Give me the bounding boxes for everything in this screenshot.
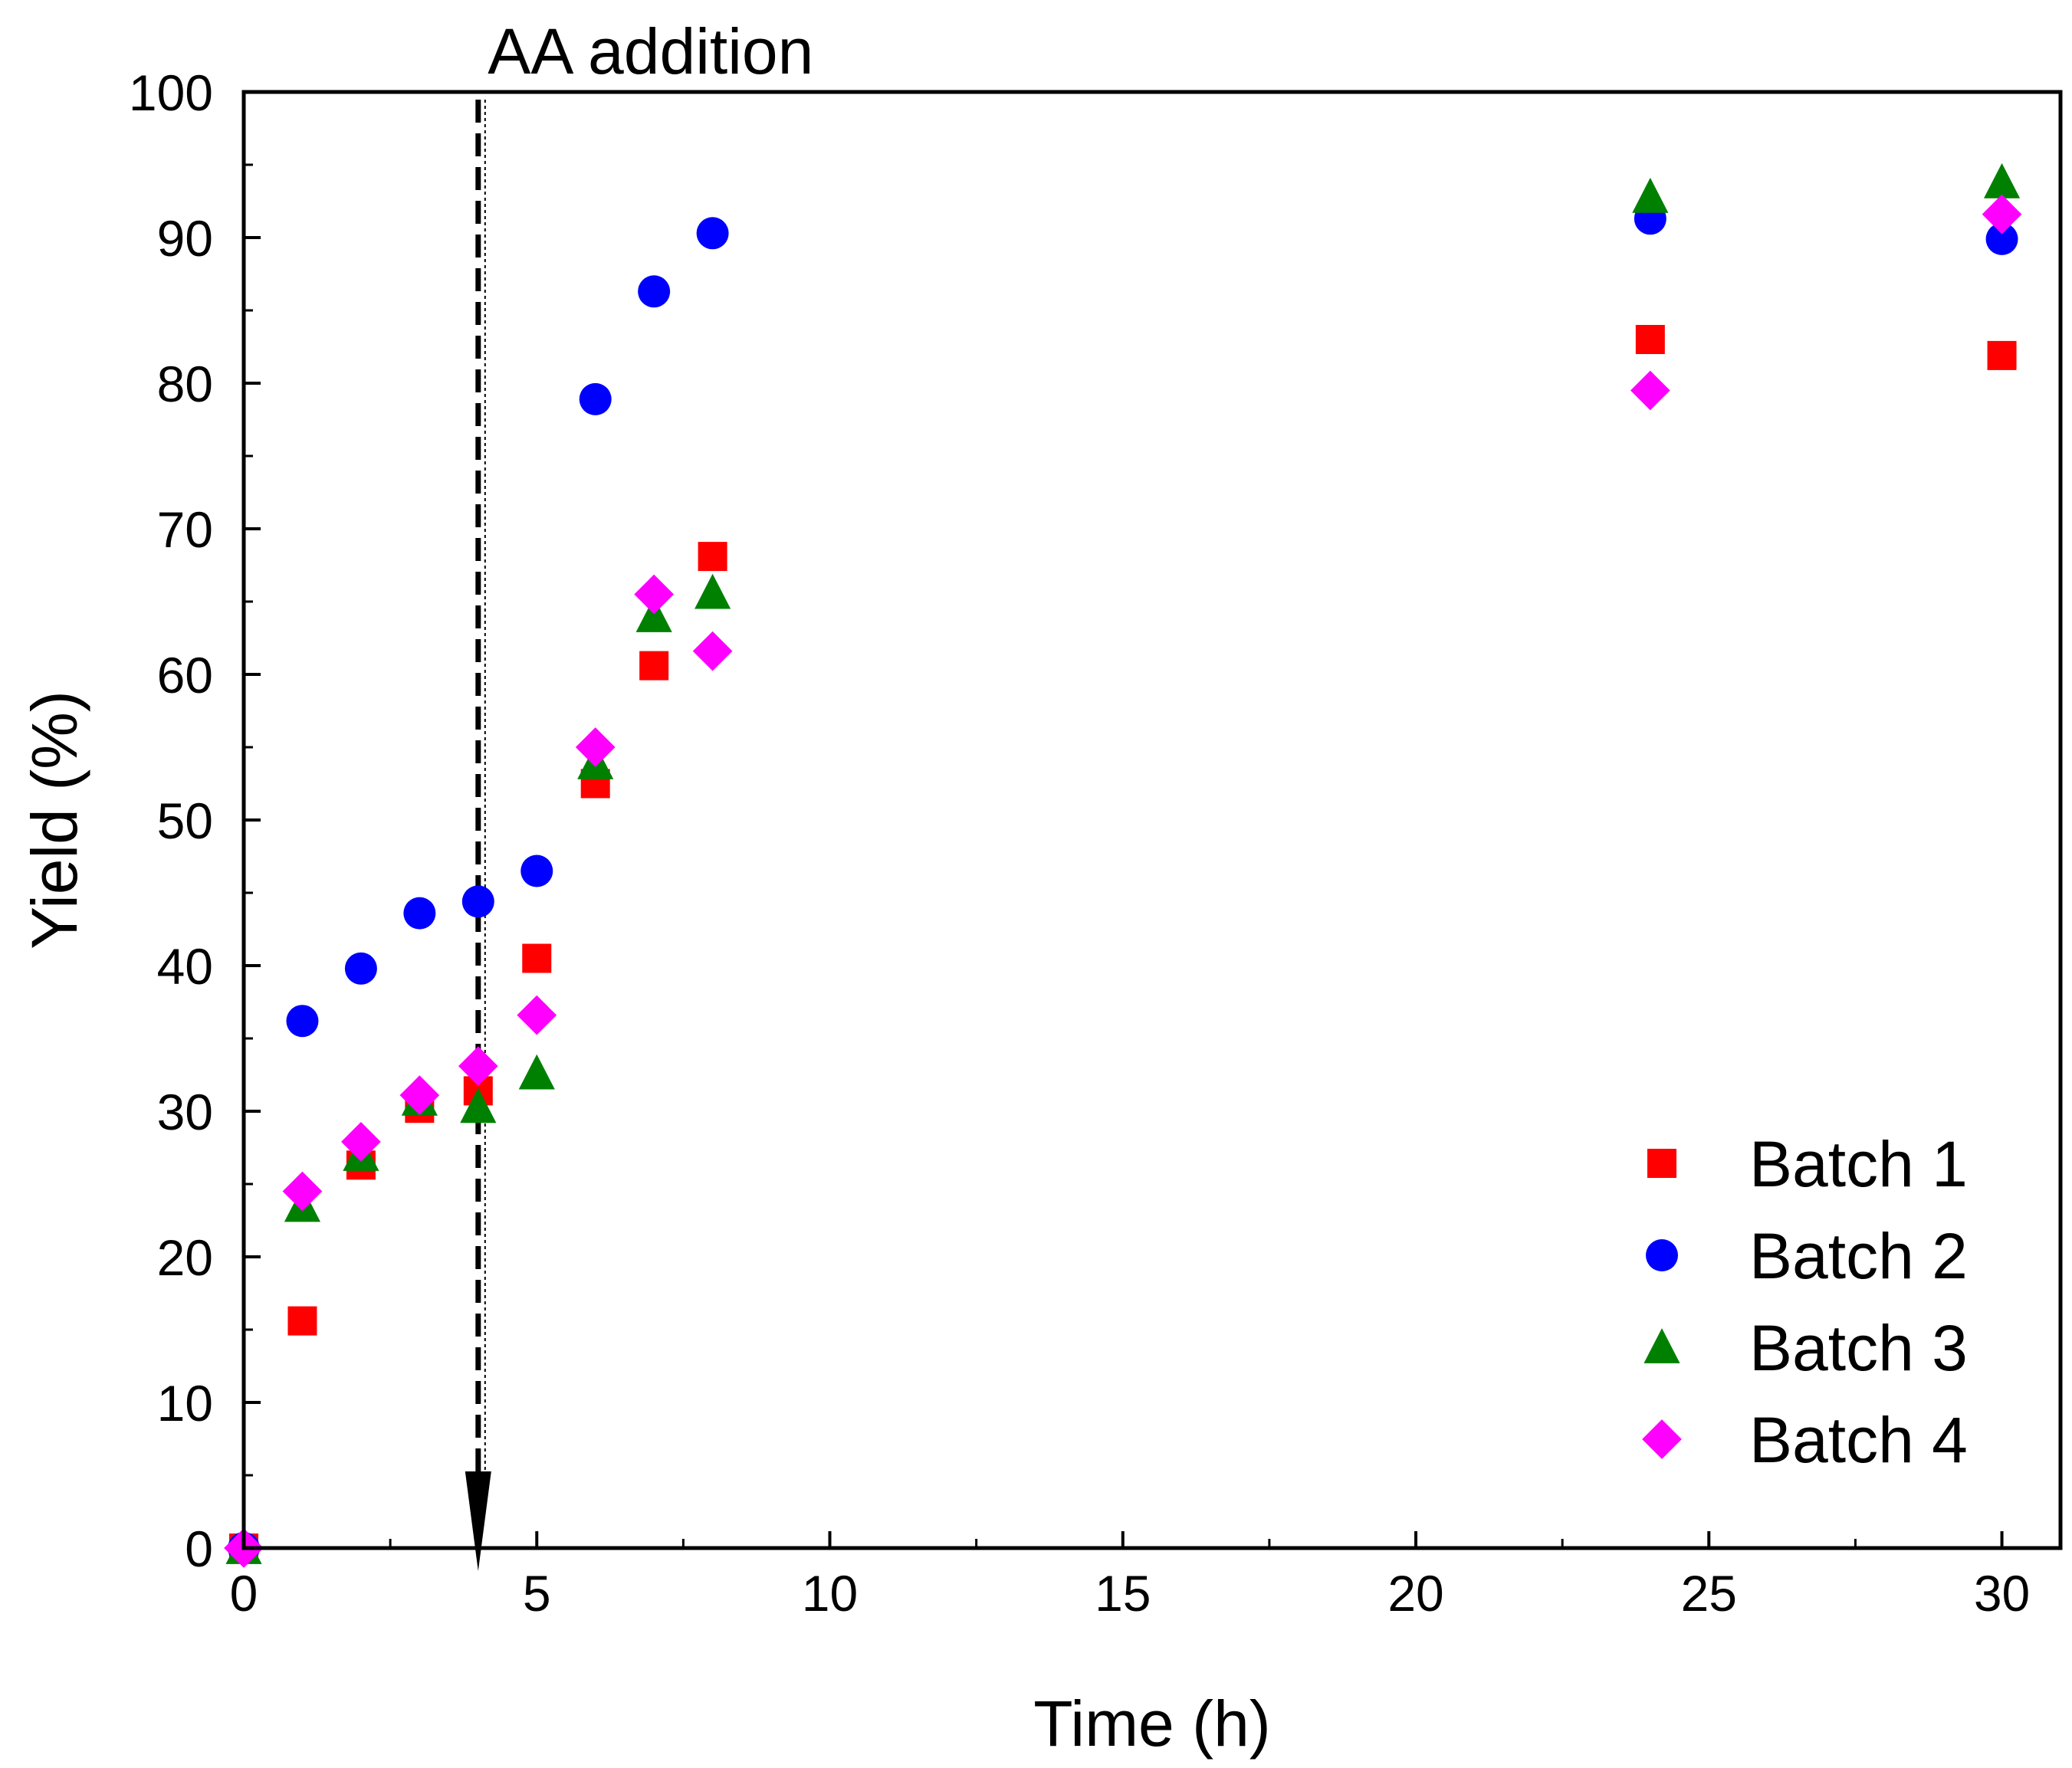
data-point: [638, 275, 671, 308]
legend-item: Batch 4: [1642, 1404, 1968, 1476]
data-point: [458, 1046, 498, 1086]
data-point: [282, 1171, 323, 1212]
legend-item: Batch 3: [1643, 1312, 1968, 1384]
data-point: [461, 885, 494, 918]
data-point: [399, 1075, 440, 1115]
legend-marker: [1642, 1419, 1682, 1459]
x-tick-label: 10: [802, 1565, 858, 1622]
data-point: [639, 651, 669, 681]
y-tick-label: 0: [185, 1520, 213, 1577]
legend-label: Batch 3: [1749, 1312, 1968, 1384]
data-point: [518, 1054, 555, 1090]
data-point: [696, 217, 729, 250]
y-tick-label: 40: [157, 938, 213, 995]
aa-addition-annotation: AA addition: [465, 15, 813, 1571]
data-point: [634, 574, 675, 615]
data-point: [698, 542, 727, 572]
legend-label: Batch 2: [1749, 1220, 1968, 1292]
y-axis-title: Yield (%): [18, 690, 90, 950]
plot-frame: [241, 90, 2063, 1550]
data-point: [1632, 177, 1669, 213]
aa-addition-label: AA addition: [488, 15, 813, 87]
legend-marker: [1646, 1239, 1678, 1271]
y-axis-ticks: 0 10 20 30 40 50 60 70 80 90 100: [129, 64, 261, 1577]
x-tick-label: 15: [1095, 1565, 1151, 1622]
legend-marker: [1643, 1328, 1680, 1363]
legend-marker: [1647, 1149, 1676, 1178]
data-point: [1983, 162, 2021, 198]
y-tick-label: 70: [157, 501, 213, 558]
y-tick-label: 50: [157, 792, 213, 849]
legend-label: Batch 1: [1749, 1128, 1968, 1200]
data-point: [344, 952, 377, 985]
data-point: [694, 573, 731, 609]
x-axis-ticks: 0 5 10 15 20 25 30: [230, 1531, 2030, 1622]
legend-item: Batch 2: [1646, 1220, 1968, 1292]
data-point: [1630, 370, 1670, 411]
legend-item: Batch 1: [1647, 1128, 1968, 1200]
y-tick-label: 60: [157, 647, 213, 704]
x-axis-title: Time (h): [1033, 1688, 1271, 1760]
data-point: [1982, 194, 2022, 235]
series-batch-1: [229, 325, 2017, 1563]
y-tick-label: 10: [157, 1375, 213, 1432]
data-point: [517, 995, 557, 1035]
aa-addition-arrow-head: [465, 1471, 491, 1571]
data-markers: [224, 162, 2022, 1568]
data-point: [635, 597, 672, 632]
legend: Batch 1 Batch 2 Batch 3 Batch 4: [1642, 1128, 1968, 1476]
x-tick-label: 30: [1974, 1565, 2030, 1622]
y-tick-label: 30: [157, 1084, 213, 1140]
data-point: [522, 943, 552, 973]
x-tick-label: 0: [230, 1565, 258, 1622]
data-point: [692, 631, 733, 671]
x-tick-label: 25: [1681, 1565, 1737, 1622]
y-tick-label: 80: [157, 356, 213, 412]
legend-label: Batch 4: [1749, 1404, 1968, 1476]
data-point: [1635, 325, 1665, 354]
y-tick-label: 20: [157, 1229, 213, 1286]
data-point: [579, 382, 612, 415]
x-tick-label: 5: [523, 1565, 551, 1622]
y-tick-label: 100: [129, 64, 213, 121]
data-point: [341, 1122, 381, 1162]
data-point: [1985, 222, 2018, 255]
x-tick-label: 20: [1387, 1565, 1443, 1622]
data-point: [1987, 340, 2017, 370]
data-point: [287, 1306, 317, 1336]
y-tick-label: 90: [157, 210, 213, 267]
data-point: [460, 1087, 497, 1123]
data-point: [286, 1005, 319, 1038]
data-point: [520, 854, 553, 887]
data-point: [403, 897, 436, 930]
data-point: [575, 727, 616, 767]
